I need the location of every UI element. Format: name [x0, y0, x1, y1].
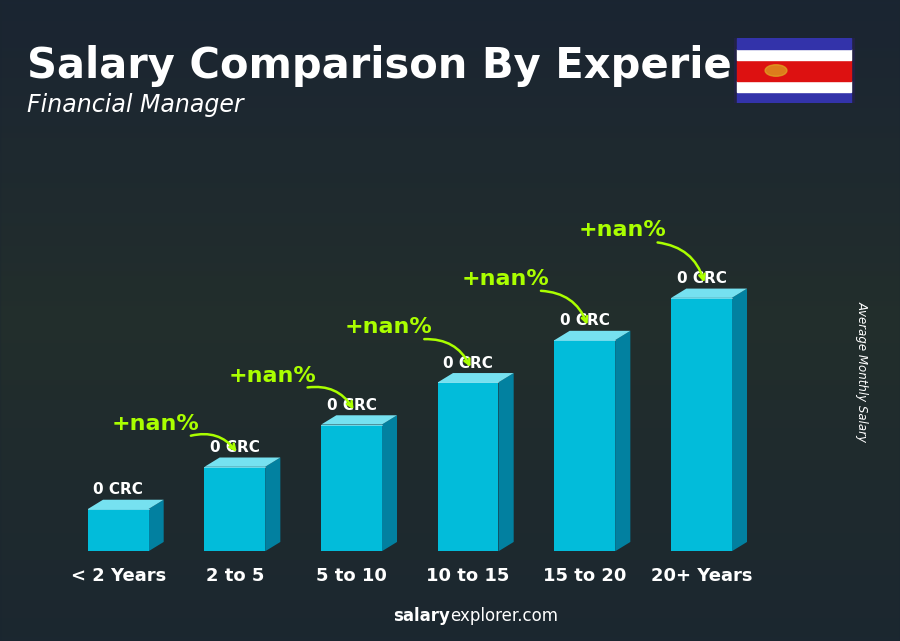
Bar — [737, 49, 851, 60]
Polygon shape — [204, 458, 280, 467]
Text: 0 CRC: 0 CRC — [443, 356, 493, 370]
Polygon shape — [88, 500, 164, 509]
Polygon shape — [382, 415, 397, 551]
Bar — [737, 81, 851, 92]
Polygon shape — [499, 373, 514, 551]
Polygon shape — [554, 331, 630, 340]
Text: 0 CRC: 0 CRC — [210, 440, 260, 455]
Text: 0 CRC: 0 CRC — [677, 271, 726, 286]
Text: Salary Comparison By Experience: Salary Comparison By Experience — [27, 45, 814, 87]
Text: salary: salary — [393, 607, 450, 625]
Text: +nan%: +nan% — [345, 317, 433, 337]
Bar — [204, 467, 266, 551]
Bar — [737, 38, 851, 49]
Bar — [554, 340, 616, 551]
Text: +nan%: +nan% — [462, 269, 549, 288]
Bar — [437, 382, 499, 551]
Text: Financial Manager: Financial Manager — [27, 93, 244, 117]
Text: +nan%: +nan% — [579, 220, 666, 240]
Text: +nan%: +nan% — [229, 366, 316, 386]
Polygon shape — [148, 500, 164, 551]
Polygon shape — [732, 288, 747, 551]
Bar — [88, 509, 148, 551]
Bar — [321, 424, 382, 551]
Polygon shape — [321, 415, 397, 424]
Text: explorer.com: explorer.com — [450, 607, 558, 625]
Polygon shape — [266, 458, 280, 551]
Text: 0 CRC: 0 CRC — [560, 313, 610, 328]
Text: 0 CRC: 0 CRC — [94, 482, 143, 497]
Bar — [737, 60, 851, 81]
Text: 0 CRC: 0 CRC — [327, 398, 376, 413]
Text: +nan%: +nan% — [112, 414, 200, 435]
Polygon shape — [671, 288, 747, 298]
Circle shape — [765, 65, 787, 76]
Text: Average Monthly Salary: Average Monthly Salary — [856, 301, 868, 442]
Bar — [737, 92, 851, 103]
Polygon shape — [616, 331, 630, 551]
Polygon shape — [437, 373, 514, 382]
Bar — [671, 298, 732, 551]
